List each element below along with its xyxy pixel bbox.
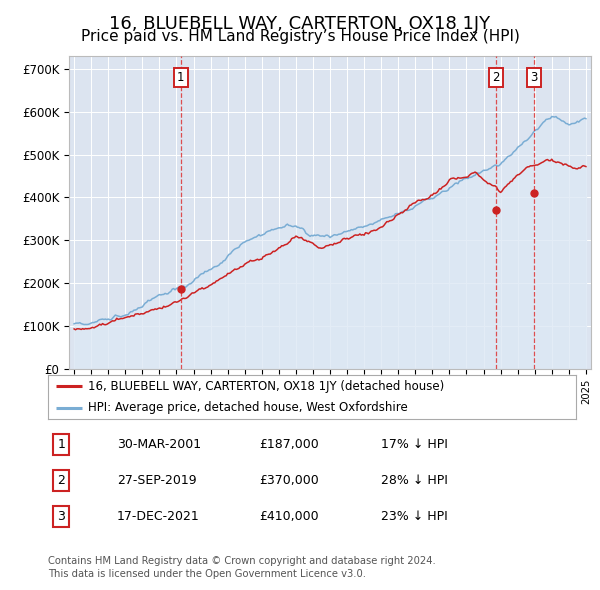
Text: 28% ↓ HPI: 28% ↓ HPI (380, 474, 448, 487)
Text: 1: 1 (57, 438, 65, 451)
Text: 2: 2 (57, 474, 65, 487)
Text: 3: 3 (57, 510, 65, 523)
Text: 23% ↓ HPI: 23% ↓ HPI (380, 510, 448, 523)
Text: Contains HM Land Registry data © Crown copyright and database right 2024.: Contains HM Land Registry data © Crown c… (48, 556, 436, 566)
Text: 17-DEC-2021: 17-DEC-2021 (116, 510, 199, 523)
Text: 1: 1 (177, 71, 184, 84)
Text: 30-MAR-2001: 30-MAR-2001 (116, 438, 201, 451)
Text: 2: 2 (493, 71, 500, 84)
Text: This data is licensed under the Open Government Licence v3.0.: This data is licensed under the Open Gov… (48, 569, 366, 579)
Text: £410,000: £410,000 (259, 510, 319, 523)
Text: £370,000: £370,000 (259, 474, 319, 487)
Text: Price paid vs. HM Land Registry’s House Price Index (HPI): Price paid vs. HM Land Registry’s House … (80, 30, 520, 44)
Text: 16, BLUEBELL WAY, CARTERTON, OX18 1JY: 16, BLUEBELL WAY, CARTERTON, OX18 1JY (109, 15, 491, 33)
Text: HPI: Average price, detached house, West Oxfordshire: HPI: Average price, detached house, West… (88, 401, 407, 414)
Text: 17% ↓ HPI: 17% ↓ HPI (380, 438, 448, 451)
Text: £187,000: £187,000 (259, 438, 319, 451)
Text: 27-SEP-2019: 27-SEP-2019 (116, 474, 196, 487)
Text: 3: 3 (530, 71, 538, 84)
Text: 16, BLUEBELL WAY, CARTERTON, OX18 1JY (detached house): 16, BLUEBELL WAY, CARTERTON, OX18 1JY (d… (88, 379, 444, 393)
